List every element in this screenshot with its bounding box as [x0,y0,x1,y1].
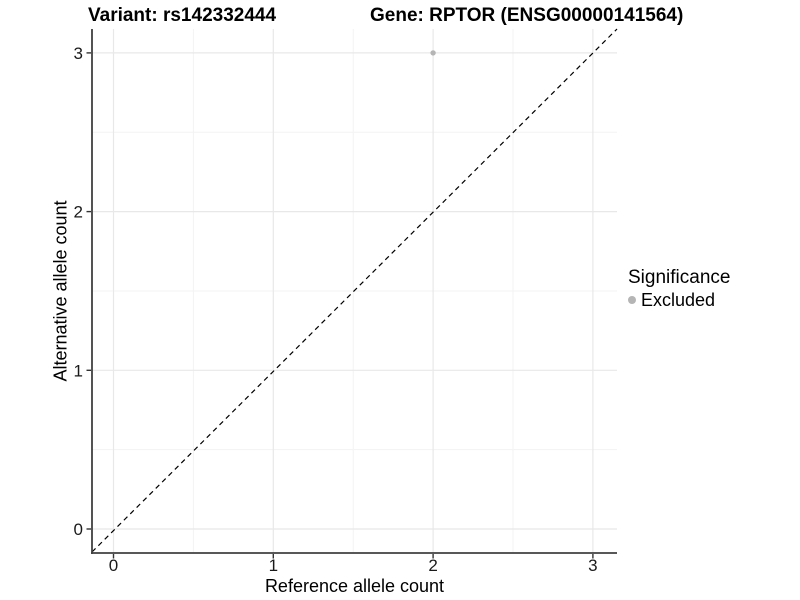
x-tick-label: 2 [428,556,437,575]
y-tick-label: 1 [74,361,83,380]
y-axis-title: Alternative allele count [50,200,71,382]
x-axis-title: Reference allele count [264,576,445,596]
excluded-point-icon [628,296,636,304]
data-point-excluded [430,50,436,56]
legend: Significance Excluded [628,267,730,310]
identity-dashed-line [91,28,618,553]
legend-item-label: Excluded [641,290,716,310]
y-tick-label: 3 [74,44,83,63]
y-tick-label: 2 [74,203,83,222]
y-tick-label: 0 [74,520,83,539]
plot-title-variant: Variant: rs142332444 [88,5,277,26]
plot-title-gene: Gene: RPTOR (ENSG00000141564) [370,5,684,26]
legend-title: Significance [628,267,731,288]
x-tick-label: 0 [109,556,118,575]
legend-item-excluded: Excluded [628,290,730,310]
x-tick-label: 1 [269,556,278,575]
x-tick-label: 3 [588,556,597,575]
